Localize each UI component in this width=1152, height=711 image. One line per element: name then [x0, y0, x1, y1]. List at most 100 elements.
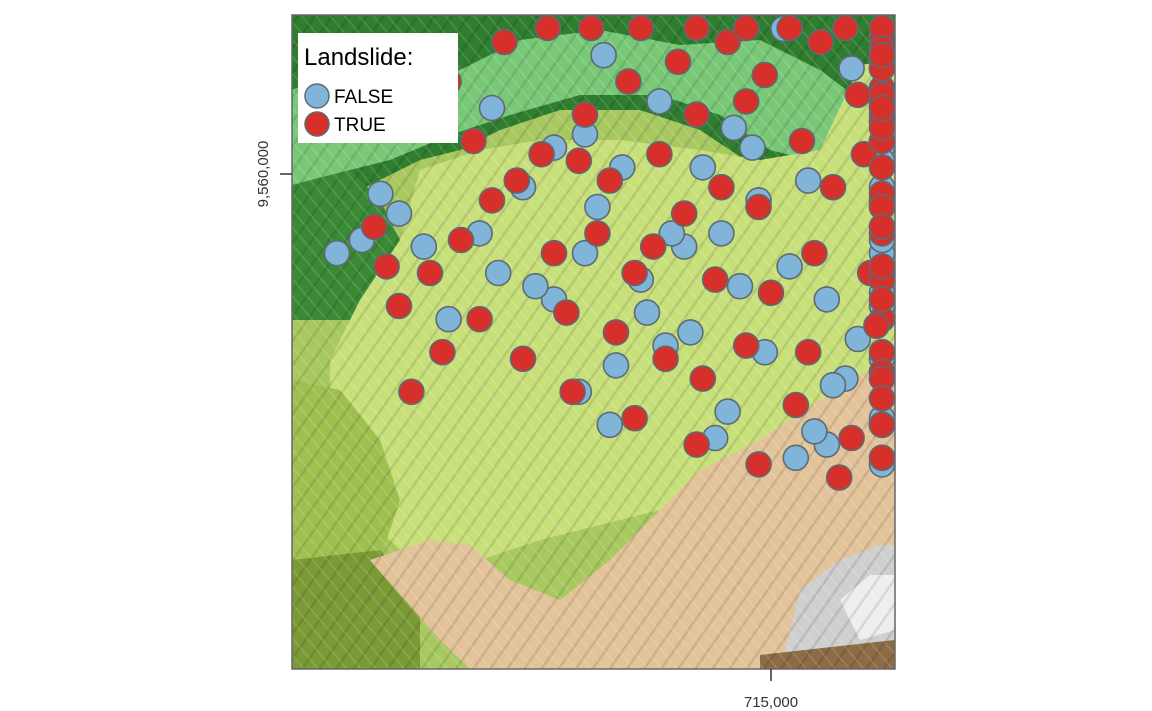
landslide-point-false-20 [720, 114, 748, 142]
landslide-point-true-0 [503, 167, 531, 194]
landslide-point-true-5 [819, 173, 847, 201]
landslide-point-false-46 [323, 239, 351, 267]
landslide-point-true-43 [571, 101, 599, 128]
landslide-point-false-38 [602, 352, 630, 379]
landslide-point-true-89 [844, 81, 872, 109]
landslide-point-true-9 [639, 233, 667, 260]
landslide-point-true-45 [478, 187, 506, 214]
landslide-point-true-75 [745, 451, 772, 478]
landslide-point-true-10 [670, 200, 698, 227]
landslide-point-false-3 [708, 220, 735, 247]
landslide-point-true-18 [553, 299, 580, 326]
landslide-point-false-37 [633, 299, 661, 326]
landslide-point-false-52 [782, 444, 810, 472]
landslide-point-false-32 [794, 167, 822, 194]
landslide-point-true-77 [621, 404, 648, 432]
landslide-point-true-14 [757, 279, 785, 307]
landslide-point-true-58 [776, 14, 803, 42]
landslide-point-true-85 [596, 167, 624, 194]
landslide-point-true-86 [646, 140, 673, 168]
landslide-point-true-41 [664, 48, 692, 76]
landslide-point-true-55 [627, 14, 655, 42]
landslide-point-true-99 [794, 338, 822, 366]
landslide-point-false-31 [801, 418, 828, 445]
landslide-point-false-18 [478, 94, 506, 122]
landslide-point-false-40 [522, 272, 549, 300]
landslide-point-true-20 [652, 345, 679, 373]
landslide-point-true-72 [868, 411, 896, 439]
landslide-point-true-80 [466, 305, 493, 333]
landslide-point-true-6 [850, 140, 878, 168]
legend-false-swatch [304, 83, 330, 109]
landslide-point-true-15 [801, 239, 828, 267]
landslide-point-true-19 [602, 319, 630, 346]
landslide-point-true-97 [868, 286, 896, 313]
landslide-point-true-88 [788, 127, 816, 155]
landslide-point-true-90 [868, 41, 896, 69]
landslide-point-true-81 [429, 338, 456, 366]
landslide-point-true-56 [683, 14, 710, 42]
landslide-point-false-51 [596, 411, 624, 439]
landslide-point-true-95 [868, 213, 896, 241]
landslide-point-true-59 [832, 14, 859, 42]
landslide-point-true-38 [807, 28, 834, 56]
landslide-point-false-43 [385, 200, 413, 227]
landslide-point-false-26 [844, 325, 872, 353]
landslide-point-true-49 [360, 213, 388, 241]
landslide-point-true-96 [868, 253, 896, 280]
landslide-point-false-63 [689, 154, 717, 181]
landslide-point-true-74 [825, 464, 853, 491]
landslide-point-true-44 [528, 140, 555, 168]
landslide-point-true-39 [751, 61, 779, 89]
landslide-point-false-17 [484, 259, 512, 287]
landslide-point-true-3 [732, 88, 760, 115]
landslide-point-true-82 [398, 378, 425, 406]
y-axis-tick-label: 9,560,000 [255, 141, 272, 208]
landslide-point-true-12 [621, 259, 648, 287]
landslide-point-true-1 [565, 147, 593, 175]
landslide-point-false-41 [435, 305, 462, 333]
landslide-point-true-46 [447, 226, 475, 254]
landslide-point-true-4 [745, 193, 772, 221]
landslide-point-true-98 [863, 312, 890, 340]
landslide-point-true-73 [868, 444, 896, 472]
landslide-point-false-56 [726, 272, 754, 300]
landslide-point-false-75 [571, 239, 599, 267]
legend: Landslide: FALSE TRUE [298, 33, 458, 143]
landslide-point-false-57 [813, 286, 841, 313]
landslide-point-true-57 [732, 14, 760, 42]
landslide-points [323, 14, 896, 491]
landslide-point-true-84 [540, 239, 568, 267]
landslide-point-true-8 [868, 154, 896, 181]
landslide-point-false-55 [677, 319, 704, 346]
landslide-point-true-71 [868, 385, 896, 412]
landslide-point-false-13 [658, 220, 686, 247]
legend-false-label: FALSE [334, 87, 393, 108]
landslide-point-true-11 [584, 220, 611, 247]
legend-title: Landslide: [304, 44, 413, 71]
landslide-point-true-76 [683, 431, 710, 458]
landslide-point-true-22 [732, 332, 760, 359]
landslide-point-false-39 [819, 371, 847, 399]
landslide-point-false-44 [367, 180, 394, 208]
landslide-point-true-79 [509, 345, 537, 373]
landslide-point-true-83 [373, 253, 400, 280]
landslide-point-true-24 [838, 424, 865, 452]
landslide-point-true-2 [683, 101, 710, 128]
landslide-point-false-19 [739, 134, 766, 161]
landslide-point-false-35 [714, 398, 741, 425]
landslide-point-false-21 [590, 41, 617, 69]
landslide-point-false-9 [646, 88, 673, 115]
landslide-point-true-54 [577, 14, 605, 42]
landslide-point-true-48 [385, 292, 413, 320]
landslide-point-true-40 [714, 28, 741, 56]
legend-true-label: TRUE [334, 115, 386, 136]
landslide-point-false-42 [410, 233, 438, 260]
landslide-point-true-13 [701, 266, 729, 293]
landslide-point-true-50 [460, 127, 487, 155]
landslide-point-true-87 [708, 173, 735, 201]
landslide-point-false-0 [776, 253, 803, 280]
landslide-point-true-93 [868, 94, 896, 122]
legend-true-swatch [304, 111, 330, 137]
